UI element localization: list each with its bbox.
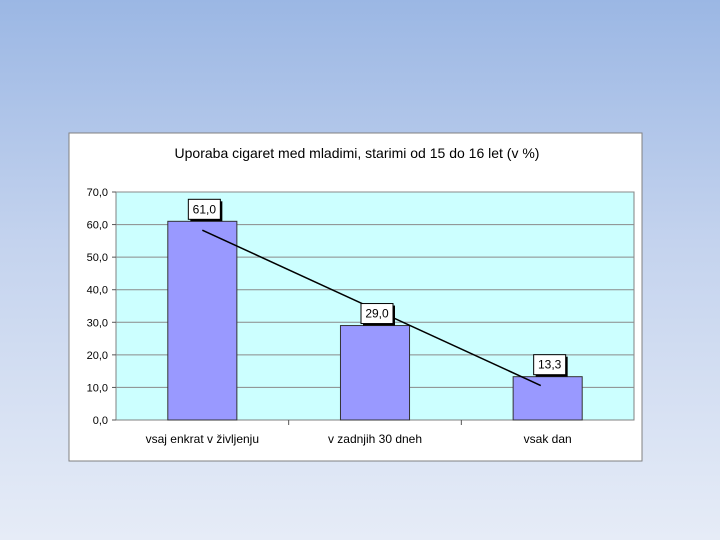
data-label: 13,3 [538, 358, 562, 372]
y-tick-label: 0,0 [93, 415, 108, 427]
data-labels: 61,0 29,0 13,3 [187, 198, 568, 377]
x-axis-ticks: vsaj enkrat v življenju v zadnjih 30 dneh… [146, 420, 572, 446]
data-label-box [360, 303, 394, 325]
y-tick-label: 40,0 [87, 285, 108, 297]
bar [339, 325, 411, 421]
data-label: 61,0 [193, 202, 217, 216]
x-tick-label: vsak dan [524, 432, 572, 446]
data-label-box [187, 198, 221, 220]
y-axis-ticks: 0,0 10,0 20,0 30,0 40,0 50,0 60,0 70,0 [87, 187, 116, 427]
y-tick-label: 60,0 [87, 220, 108, 232]
data-label-box [533, 354, 567, 376]
y-tick-label: 50,0 [87, 252, 108, 264]
y-tick-label: 20,0 [87, 350, 108, 362]
bars [167, 220, 583, 421]
y-tick-label: 70,0 [87, 187, 108, 199]
y-tick-label: 30,0 [87, 317, 108, 329]
x-tick-label: v zadnjih 30 dneh [328, 432, 422, 446]
chart-title: Uporaba cigaret med mladimi, starimi od … [175, 145, 540, 161]
bar [512, 376, 583, 421]
bar [167, 220, 238, 421]
y-tick-label: 10,0 [87, 382, 108, 394]
data-label: 29,0 [365, 307, 389, 321]
x-tick-label: vsaj enkrat v življenju [146, 432, 259, 446]
